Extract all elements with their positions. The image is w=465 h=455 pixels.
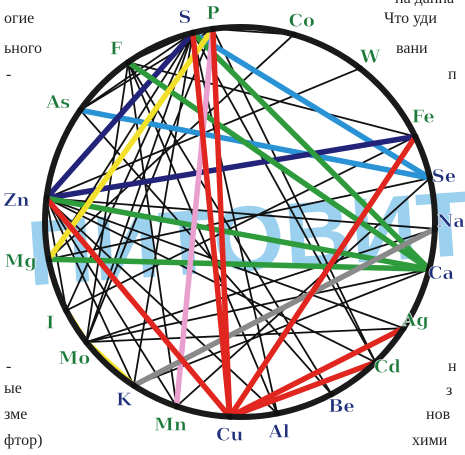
thin-link-Na-Mo — [85, 227, 436, 343]
label-cd: Cd — [374, 356, 401, 377]
thin-link-Ca-Mo — [85, 268, 431, 343]
label-co: Co — [289, 11, 315, 32]
bg-text-right-6: нов — [426, 406, 451, 423]
node-p — [209, 25, 217, 33]
thin-link-Mg-Se — [47, 177, 431, 261]
node-k — [130, 382, 137, 389]
label-f: F — [110, 38, 123, 59]
label-ag: Ag — [401, 310, 429, 331]
label-as: As — [45, 92, 70, 113]
thick-link-Zn-Ca — [43, 195, 432, 272]
node-ca — [426, 265, 433, 273]
node-mo — [83, 338, 90, 346]
bg-text-right-7: хими — [412, 432, 448, 449]
thin-link-S-K — [132, 31, 194, 387]
thin-link-P-As — [79, 27, 214, 112]
node-zn — [43, 195, 50, 202]
label-mn: Mn — [154, 414, 187, 435]
node-na — [431, 225, 439, 233]
label-p: P — [206, 3, 220, 24]
label-be: Be — [328, 396, 355, 417]
thick-link-As-Se — [77, 107, 433, 181]
thick-link-Cu-Zn — [43, 195, 233, 420]
thin-link-S-As — [79, 31, 194, 112]
label-cu: Cu — [216, 425, 243, 446]
node-ag — [400, 325, 407, 332]
thin-link-Cd-Zn — [45, 197, 377, 364]
node-be — [328, 390, 335, 398]
thick-link-Zn-S — [43, 30, 196, 201]
label-s: S — [178, 7, 191, 28]
label-na: Na — [437, 211, 465, 232]
thick-link-Cu-P — [210, 26, 233, 420]
node-w — [356, 65, 364, 72]
label-se: Se — [432, 166, 456, 187]
thick-link-Zn-Fe — [43, 133, 419, 201]
bg-text-top-right: на данна — [395, 0, 454, 10]
thick-link-Mn-P — [173, 26, 216, 410]
label-mg: Mg — [4, 251, 37, 272]
wheel-circle — [42, 24, 438, 420]
thin-link-I-Zn — [45, 197, 68, 312]
bg-text-left-3: - — [6, 66, 12, 83]
node-al — [274, 410, 281, 417]
bg-text-right-5: з — [446, 382, 453, 399]
node-i — [63, 307, 70, 314]
node-se — [426, 174, 434, 182]
node-layer — [43, 25, 439, 420]
node-mg — [45, 256, 52, 263]
thick-link-F-Ca — [125, 59, 432, 272]
bg-text-right-3: п — [448, 66, 457, 83]
label-zn: Zn — [3, 190, 29, 211]
label-w: W — [359, 46, 381, 67]
node-co — [290, 31, 297, 38]
bg-text-left-4: - — [6, 358, 12, 375]
thick-link-Cu-Ag — [227, 325, 407, 420]
thin-link-K-Zn — [45, 197, 135, 387]
thin-link-Al-Zn — [45, 197, 279, 415]
label-fe: Fe — [412, 107, 435, 128]
node-f — [124, 59, 132, 66]
label-al: Al — [268, 421, 290, 442]
node-fe — [412, 133, 419, 140]
bg-text-left-5: ые — [4, 380, 22, 397]
thin-link-layer — [45, 27, 436, 415]
thin-link-F-Fe — [127, 61, 417, 138]
node-s — [189, 29, 197, 36]
bg-text-left-1: огие — [4, 10, 35, 27]
thick-link-Cu-S — [190, 30, 233, 420]
thick-link-Cu-Cd — [227, 359, 379, 420]
thin-link-Al-F — [127, 61, 279, 415]
thick-link-S-Se — [190, 30, 433, 181]
label-layer: P Co W Fe Se Na Ca Ag Cd Be Al Cu Mn K MoI Mg Zn As F S — [3, 3, 465, 446]
bg-text-left-7: фтор) — [4, 432, 43, 449]
node-cd — [372, 359, 379, 366]
thick-link-Mg-P — [45, 26, 216, 262]
bg-text-right-1: Что уди — [384, 10, 437, 27]
label-k: K — [116, 390, 133, 411]
thin-link-Na-Zn — [45, 197, 436, 230]
label-i: I — [46, 313, 54, 334]
node-as — [77, 106, 84, 114]
label-mo: Mo — [58, 348, 90, 369]
thick-link-S-Ca — [190, 30, 432, 272]
thick-link-Cu-Fe — [227, 133, 419, 420]
label-ca: Ca — [428, 263, 454, 284]
bg-text-right-4: н — [448, 358, 457, 375]
bg-text-left-2: ьного — [4, 40, 43, 57]
bg-text-right-2: вани — [396, 40, 428, 57]
node-mn — [173, 403, 180, 410]
node-cu — [226, 413, 233, 420]
bg-text-left-6: зме — [4, 406, 28, 423]
